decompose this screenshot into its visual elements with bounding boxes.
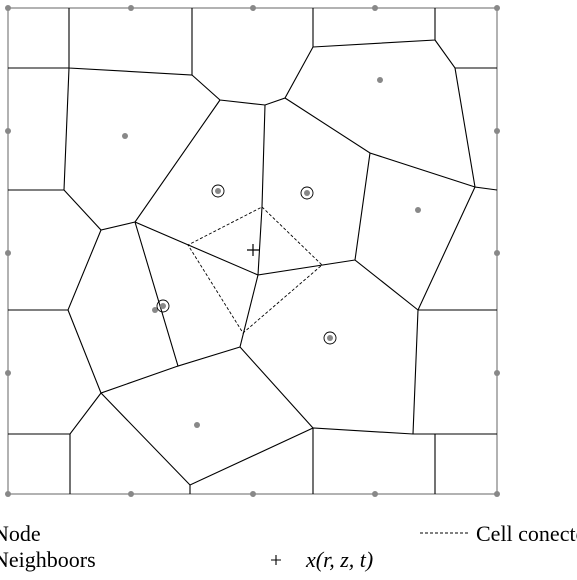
point-x [247,244,259,256]
edge [257,104,266,276]
node [494,491,500,497]
edge [67,309,179,394]
edge [434,39,497,69]
edge [100,392,314,486]
boundary-nodes [5,5,500,497]
edge [312,8,436,48]
node [5,491,11,497]
node [128,491,134,497]
node [250,491,256,497]
edge [8,229,102,311]
node [377,77,383,83]
node [494,250,500,256]
node [250,5,256,11]
legend-label: Cell conected to x [476,521,577,546]
edge [63,189,241,367]
node [5,250,11,256]
edge [8,392,102,435]
node [122,133,128,139]
node [494,370,500,376]
node [152,307,158,313]
connected-cell [187,206,323,334]
node [304,190,310,196]
node [128,5,134,11]
node [494,128,500,134]
legend-label: x(r, z, t) [305,547,373,572]
node [194,422,200,428]
edge [134,99,259,276]
edge [284,97,476,188]
inner-nodes [122,77,421,428]
edge [68,8,193,76]
edge [239,259,356,429]
edge [8,67,70,191]
edge [412,186,497,435]
legend-label: Node [0,521,41,546]
node [372,491,378,497]
node [372,5,378,11]
node [215,188,221,194]
node [415,207,421,213]
edge [312,427,414,494]
node [5,5,11,11]
neighbor-ring [300,186,314,200]
node [160,303,166,309]
node [494,5,500,11]
legend-plus-symbol [271,555,281,565]
node [5,370,11,376]
neighbor-ring [211,184,225,198]
edge [454,67,498,191]
neighbor-rings [156,184,337,345]
edge [191,8,314,106]
edge [354,152,497,311]
legend-label: Neighboors [0,547,96,572]
node [327,335,333,341]
node [5,128,11,134]
neighbor-ring [323,331,337,345]
neighbor-ring [156,299,170,313]
